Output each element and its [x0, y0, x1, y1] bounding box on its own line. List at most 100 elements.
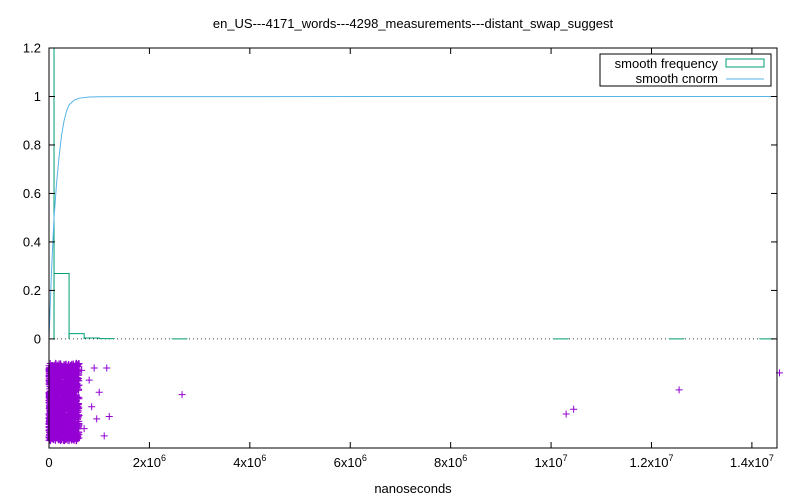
scatter-point	[178, 391, 186, 399]
scatter-point	[67, 364, 75, 372]
axes-layer: 0 0.2 0.4 0.6 0.8 1 1.2 0 2x106 4x106 6x106 8x106 1x…	[23, 41, 778, 470]
histogram-bar	[83, 337, 100, 339]
scatter-point	[85, 376, 93, 384]
scatter-point	[65, 432, 73, 440]
scatter-point	[65, 403, 73, 411]
scatter-point	[67, 404, 75, 412]
plot-border	[48, 47, 778, 449]
y-tick-label: 0.2	[23, 283, 41, 298]
scatter-point	[75, 393, 83, 401]
scatter-point	[66, 374, 74, 382]
scatter-point	[63, 388, 71, 396]
scatter-point	[90, 364, 98, 372]
scatter-point	[73, 363, 81, 371]
scatter-point	[105, 412, 113, 420]
scatter-point	[52, 432, 60, 440]
scatter-point	[74, 376, 82, 384]
scatter-point	[58, 383, 66, 391]
x-tick-label: 1.4x107	[730, 453, 774, 470]
scatter-point	[67, 427, 75, 435]
scatter-point	[68, 361, 76, 369]
x-tick-label: 1x107	[534, 453, 567, 470]
cnorm-layer	[48, 95, 778, 339]
scatter-point	[63, 396, 71, 404]
cnorm-line	[48, 95, 778, 339]
scatter-point	[59, 428, 67, 436]
scatter-point	[51, 424, 59, 432]
scatter-point	[67, 419, 75, 427]
scatter-point	[59, 411, 67, 419]
scatter-point	[55, 382, 63, 390]
legend: smooth frequency smooth cnorm	[599, 53, 772, 87]
scatter-point	[66, 431, 74, 439]
scatter-point	[70, 378, 78, 386]
scatter-point	[93, 415, 101, 423]
legend-label-frequency: smooth frequency	[615, 56, 719, 71]
scatter-point	[58, 369, 66, 377]
scatter-point	[73, 433, 81, 441]
scatter-point	[69, 415, 77, 423]
y-tick-label: 1	[34, 89, 41, 104]
scatter-point	[46, 379, 54, 387]
scatter-point	[58, 393, 66, 401]
legend-label-cnorm: smooth cnorm	[636, 71, 718, 86]
y-tick-label: 0.8	[23, 137, 41, 152]
scatter-layer	[45, 359, 784, 445]
scatter-point	[51, 401, 59, 409]
scatter-point	[49, 413, 57, 421]
scatter-point	[88, 403, 96, 411]
scatter-point	[95, 388, 103, 396]
scatter-point	[61, 361, 69, 369]
scatter-point	[62, 436, 70, 444]
scatter-point	[68, 423, 76, 431]
x-tick-label: 6x106	[334, 453, 367, 470]
histogram-layer	[48, 47, 775, 340]
scatter-point	[62, 418, 70, 426]
scatter-point	[68, 386, 76, 394]
scatter-point	[51, 394, 59, 402]
scatter-point	[71, 372, 79, 380]
y-tick-label: 0.4	[23, 234, 41, 249]
scatter-point	[55, 436, 63, 444]
scatter-point	[56, 361, 64, 369]
scatter-point	[65, 392, 73, 400]
scatter-point	[100, 432, 108, 440]
scatter-point	[48, 383, 56, 391]
scatter-point	[48, 400, 56, 408]
x-tick-label: 1.2x107	[629, 453, 673, 470]
scatter-point	[74, 407, 82, 415]
scatter-point	[69, 399, 77, 407]
scatter-point	[47, 396, 55, 404]
scatter-point	[675, 386, 683, 394]
scatter-point	[72, 360, 80, 368]
scatter-point	[55, 378, 63, 386]
y-tick-label: 0	[34, 331, 41, 346]
scatter-point	[80, 425, 88, 433]
scatter-point	[67, 397, 75, 405]
histogram-bar	[68, 333, 85, 339]
scatter-point	[74, 420, 82, 428]
legend-swatch-frequency	[725, 58, 765, 68]
scatter-point	[51, 367, 59, 375]
chart-title: en_US---4171_words---4298_measurements--…	[213, 16, 614, 31]
y-tick-label: 1.2	[23, 41, 41, 56]
scatter-point	[73, 384, 81, 392]
legend-box	[599, 53, 772, 87]
x-tick-label: 4x106	[233, 453, 266, 470]
scatter-point	[74, 400, 82, 408]
scatter-point	[53, 409, 61, 417]
scatter-point	[64, 412, 72, 420]
scatter-point	[63, 421, 71, 429]
scatter-point	[562, 410, 570, 418]
scatter-point	[59, 390, 67, 398]
x-tick-label: 2x106	[133, 453, 166, 470]
scatter-point	[103, 364, 111, 372]
scatter-point	[46, 395, 54, 403]
scatter-point	[62, 362, 70, 370]
scatter-point	[570, 405, 578, 413]
y-tick-label: 0.6	[23, 186, 41, 201]
scatter-point	[74, 421, 82, 429]
x-tick-label: 8x106	[434, 453, 467, 470]
scatter-point	[52, 363, 60, 371]
